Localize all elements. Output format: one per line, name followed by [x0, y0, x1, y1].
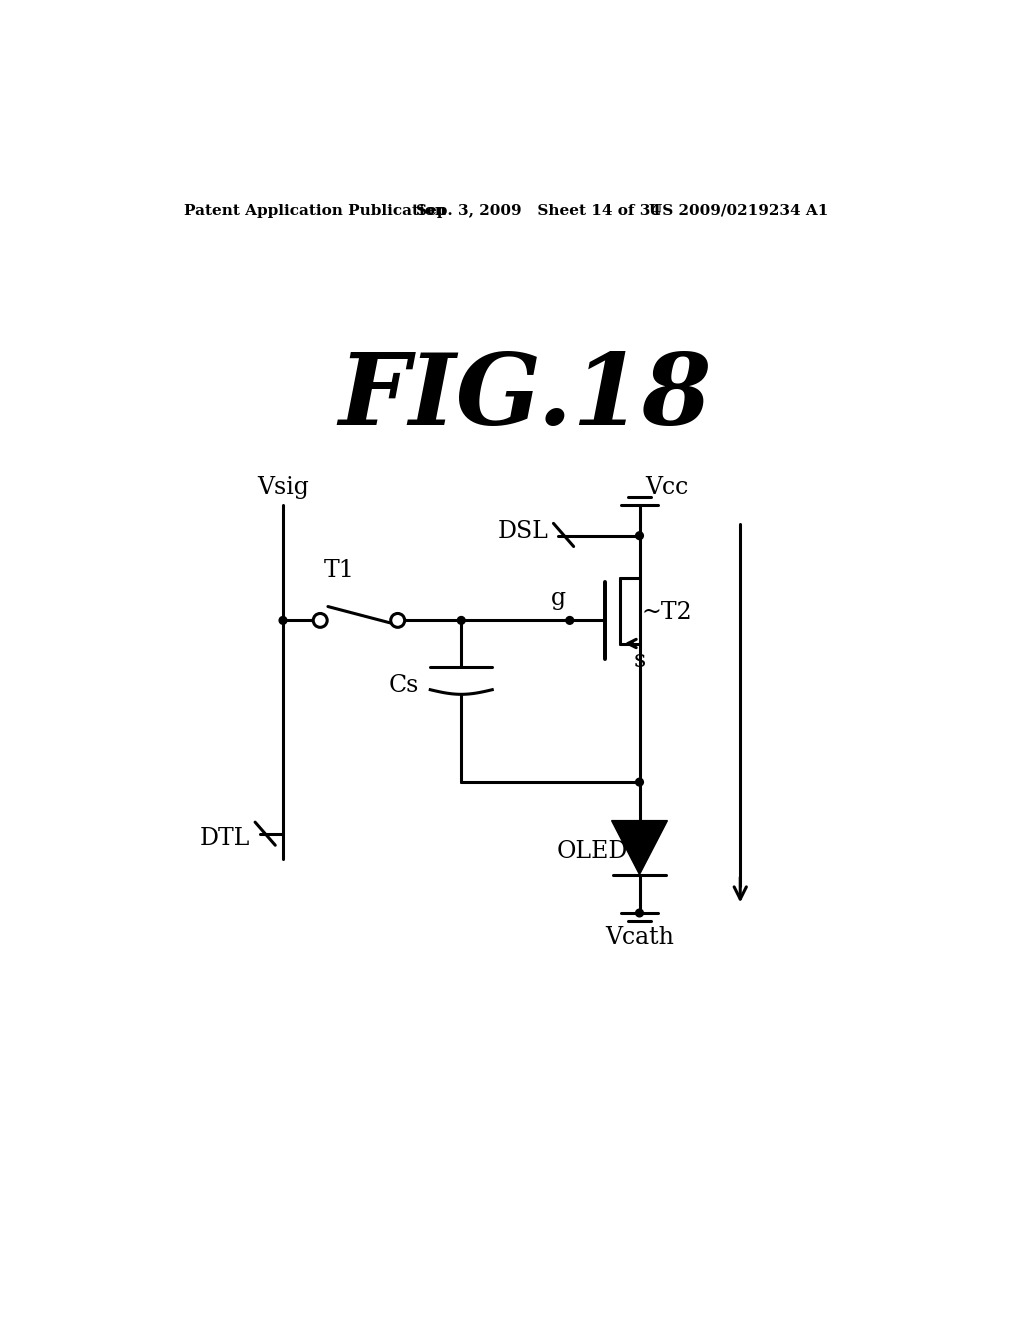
Text: T1: T1: [324, 558, 355, 582]
Text: Vsig: Vsig: [257, 477, 309, 499]
Text: OLED: OLED: [556, 840, 628, 863]
Text: Vcc: Vcc: [646, 477, 689, 499]
Text: Cs: Cs: [388, 675, 419, 697]
Text: DSL: DSL: [498, 520, 549, 544]
Circle shape: [636, 779, 643, 785]
Text: DTL: DTL: [200, 826, 251, 850]
Text: ~T2: ~T2: [642, 601, 692, 624]
Polygon shape: [611, 821, 668, 875]
Circle shape: [280, 616, 287, 624]
Text: FIG.18: FIG.18: [338, 348, 712, 445]
Circle shape: [313, 614, 328, 627]
Circle shape: [391, 614, 404, 627]
Text: s: s: [634, 649, 646, 672]
Text: Sep. 3, 2009   Sheet 14 of 34: Sep. 3, 2009 Sheet 14 of 34: [417, 203, 662, 218]
Circle shape: [458, 616, 465, 624]
Text: Vcath: Vcath: [605, 927, 674, 949]
Text: Patent Application Publication: Patent Application Publication: [183, 203, 445, 218]
Circle shape: [566, 616, 573, 624]
Text: g: g: [551, 587, 566, 610]
Circle shape: [636, 532, 643, 540]
Text: US 2009/0219234 A1: US 2009/0219234 A1: [649, 203, 828, 218]
Circle shape: [636, 909, 643, 917]
